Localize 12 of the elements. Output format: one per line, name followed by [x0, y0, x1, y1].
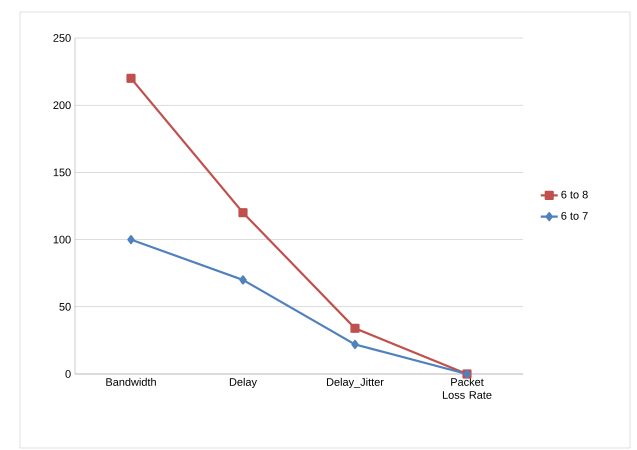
legend-label: 6 to 7	[561, 212, 588, 220]
x-tick-label: Packet Loss Rate	[442, 378, 492, 399]
x-tick-label: Delay_Jitter	[326, 378, 384, 388]
x-tick-label: Bandwidth	[106, 378, 156, 386]
legend-label: 6 to 8	[561, 190, 588, 198]
y-tick-label: 0	[65, 370, 71, 378]
x-tick-label: Delay	[230, 378, 257, 388]
y-tick-label: 100	[54, 236, 71, 244]
y-tick-label: 250	[53, 34, 71, 42]
y-tick-label: 200	[53, 101, 71, 110]
y-tick-label: 50	[59, 302, 71, 311]
y-tick-label: 150	[54, 168, 71, 176]
